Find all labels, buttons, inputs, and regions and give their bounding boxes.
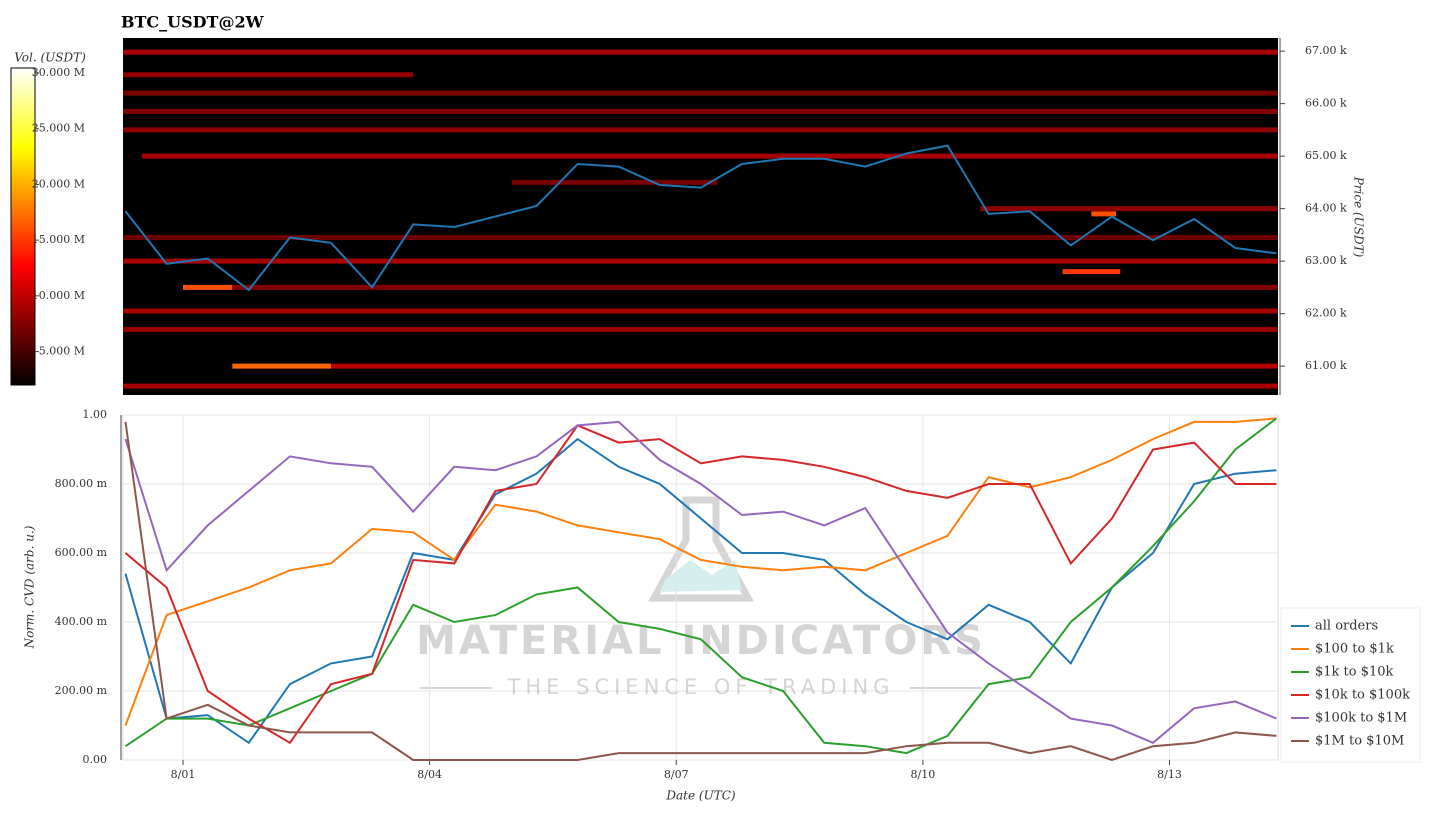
y-tick-label: 600.00 m	[55, 546, 108, 559]
y-axis-label: Norm. CVD (arb. u.)	[23, 525, 37, 649]
colorbar-tick-label: 25.000 M	[32, 122, 85, 135]
y-tick-label: 65.00 k	[1305, 149, 1347, 162]
heatmap-cell	[123, 90, 1278, 96]
legend-box	[1280, 607, 1421, 763]
x-tick-label: 8/10	[911, 768, 936, 781]
legend-label: $100 to $1k	[1315, 642, 1394, 657]
colorbar-tick-label: 10.000 M	[32, 289, 85, 302]
heatmap-cells	[123, 49, 1279, 389]
series-line	[124, 417, 1277, 726]
y-tick-label: 67.00 k	[1305, 44, 1347, 57]
heatmap-cell	[123, 235, 1278, 240]
price-line	[124, 144, 1277, 292]
heatmap-cell	[123, 72, 414, 78]
legend-label: $1k to $10k	[1315, 665, 1394, 680]
heatmap-cell	[123, 326, 1278, 332]
heatmap-cell	[123, 49, 1278, 55]
y-tick-label: 800.00 m	[55, 477, 108, 490]
y-axis-label: Price (USDT)	[1352, 176, 1366, 258]
series-line	[124, 417, 1278, 755]
legend-label: $10k to $100k	[1315, 688, 1410, 703]
x-tick-label: 8/04	[417, 768, 442, 781]
x-axis-label: Date (UTC)	[665, 789, 735, 803]
y-tick-label: 64.00 k	[1305, 202, 1347, 215]
heatmap-cell	[123, 258, 1278, 264]
heatmap-cell	[123, 109, 1278, 114]
colorbar	[10, 67, 36, 386]
heatmap-cell	[183, 284, 233, 290]
series-line	[124, 437, 1277, 745]
colorbar-tick-label: 5.000 M	[39, 345, 85, 358]
y-tick-label: 63.00 k	[1305, 254, 1347, 267]
y-tick-label: 1.00	[83, 408, 108, 421]
heatmap-cell	[1062, 269, 1121, 275]
watermark-logo	[420, 496, 982, 689]
heatmap-cell	[232, 284, 1279, 290]
series-line	[124, 424, 1277, 745]
colorbar-tick-label: 15.000 M	[32, 233, 85, 246]
heatmap-cell	[511, 179, 718, 185]
plot-area	[122, 414, 1279, 761]
heatmap-cell	[123, 383, 1278, 389]
watermark-title: MATERIAL INDICATORS	[416, 618, 986, 664]
chart-title: BTC_USDT@2W	[121, 13, 265, 32]
heatmap-background	[123, 38, 1278, 395]
series-line	[124, 421, 1277, 762]
legend-label: $1M to $10M	[1315, 734, 1404, 749]
watermark-tagline: THE SCIENCE OF TRADING	[507, 675, 895, 699]
y-tick-label: 61.00 k	[1305, 359, 1347, 372]
y-tick-label: 200.00 m	[55, 684, 108, 697]
colorbar-label: Vol. (USDT)	[14, 51, 86, 65]
legend-label: $100k to $1M	[1315, 711, 1407, 726]
heatmap-cell	[1091, 211, 1117, 217]
series-line	[124, 420, 1277, 744]
y-tick-label: 62.00 k	[1305, 307, 1347, 320]
heatmap-cell	[330, 363, 1279, 369]
heatmap-cell	[980, 206, 1278, 212]
x-tick-label: 8/13	[1157, 768, 1182, 781]
colorbar-tick-label: 30.000 M	[32, 66, 85, 79]
x-tick-label: 8/07	[664, 768, 689, 781]
heatmap-cell	[123, 127, 1278, 133]
heatmap-cell	[123, 308, 1278, 314]
y-tick-label: 400.00 m	[55, 615, 108, 628]
x-tick-label: 8/01	[171, 768, 196, 781]
colorbar-tick-label: 20.000 M	[32, 177, 85, 190]
y-tick-label: 66.00 k	[1305, 97, 1347, 110]
heatmap-cell	[232, 363, 331, 369]
legend-label: all orders	[1315, 619, 1378, 634]
heatmap-cell	[141, 153, 1278, 159]
y-tick-label: 0.00	[83, 753, 108, 766]
